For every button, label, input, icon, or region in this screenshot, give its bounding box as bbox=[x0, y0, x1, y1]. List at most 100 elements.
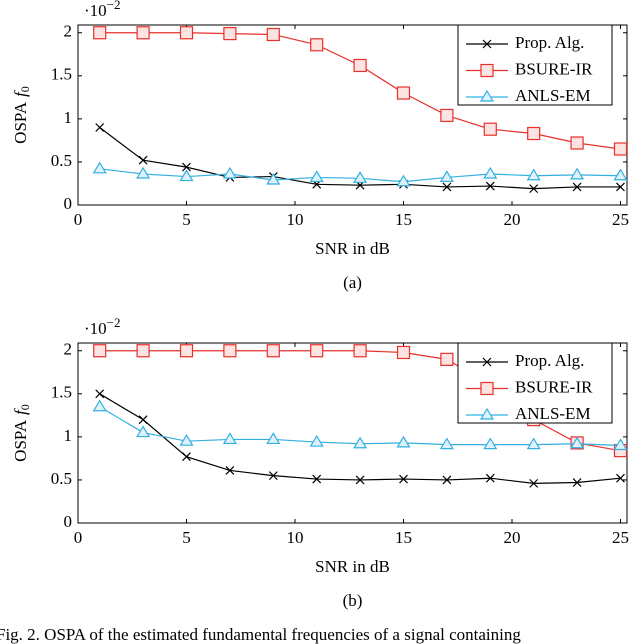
marker-x bbox=[312, 474, 322, 484]
legend-label: BSURE-IR bbox=[515, 59, 593, 78]
marker-triangle bbox=[483, 166, 498, 179]
marker-triangle bbox=[526, 168, 541, 181]
marker-x bbox=[95, 389, 105, 399]
marker-x bbox=[138, 415, 148, 425]
marker-triangle bbox=[222, 432, 237, 445]
y-tick-label: 0 bbox=[64, 512, 73, 531]
marker-group bbox=[353, 58, 367, 73]
marker-square bbox=[570, 136, 584, 150]
marker-group bbox=[439, 437, 454, 450]
legend-marker bbox=[480, 381, 494, 396]
marker-group bbox=[355, 475, 365, 485]
marker-group bbox=[442, 475, 452, 485]
marker-group bbox=[399, 474, 408, 484]
marker-group bbox=[266, 432, 281, 445]
marker-group bbox=[266, 27, 280, 42]
marker-square bbox=[310, 344, 324, 358]
marker-triangle bbox=[483, 437, 498, 450]
marker-group bbox=[310, 344, 324, 358]
marker-group bbox=[440, 108, 454, 123]
marker-x bbox=[442, 182, 452, 192]
y-tick-label: 2 bbox=[64, 340, 73, 359]
marker-group bbox=[179, 169, 194, 182]
marker-group bbox=[179, 344, 194, 358]
legend-marker bbox=[479, 407, 495, 420]
legend-label: Prop. Alg. bbox=[515, 33, 584, 52]
marker-group bbox=[95, 123, 105, 132]
y-axis-label: OSPA f0 bbox=[11, 86, 32, 144]
plot-frame bbox=[77, 342, 628, 524]
y-tick-label: 1.5 bbox=[51, 65, 72, 84]
marker-x bbox=[529, 184, 539, 194]
legend-label: BSURE-IR bbox=[515, 377, 593, 396]
marker-square bbox=[266, 27, 280, 42]
marker-x bbox=[268, 471, 278, 481]
marker-triangle bbox=[570, 436, 585, 449]
marker-group bbox=[309, 170, 324, 183]
marker-group bbox=[526, 168, 541, 181]
marker-group bbox=[182, 162, 191, 172]
marker-x bbox=[485, 181, 495, 191]
legend-label: ANLS-EM bbox=[515, 86, 591, 105]
y-scale-base: ·10 bbox=[84, 319, 107, 338]
marker-group bbox=[179, 26, 194, 40]
x-tick-label: 20 bbox=[503, 210, 520, 229]
marker-triangle bbox=[136, 166, 151, 179]
marker-group bbox=[138, 415, 148, 425]
marker-square bbox=[440, 108, 454, 123]
marker-x bbox=[399, 474, 408, 484]
y-tick-label: 0.5 bbox=[51, 469, 72, 488]
marker-group bbox=[396, 345, 411, 360]
marker-x bbox=[95, 123, 105, 132]
marker-x bbox=[572, 182, 582, 192]
y-scale-multiplier: ·10−2 bbox=[84, 315, 121, 338]
marker-triangle bbox=[353, 171, 368, 183]
marker-triangle bbox=[309, 170, 324, 183]
marker-group bbox=[95, 389, 105, 399]
y-tick-label: 1 bbox=[64, 426, 73, 445]
x-tick-label: 25 bbox=[612, 210, 629, 229]
marker-x bbox=[485, 473, 495, 483]
marker-group bbox=[92, 161, 107, 174]
marker-group bbox=[396, 86, 411, 100]
marker-square bbox=[440, 352, 454, 366]
marker-group bbox=[483, 122, 497, 136]
x-tick-label: 5 bbox=[182, 210, 191, 229]
plot-frame bbox=[77, 24, 628, 206]
marker-x bbox=[572, 478, 582, 487]
marker-x bbox=[442, 475, 452, 485]
marker-square bbox=[613, 142, 628, 156]
marker-triangle bbox=[266, 172, 281, 185]
y-scale-multiplier: ·10−2 bbox=[84, 0, 121, 20]
marker-group bbox=[266, 172, 281, 185]
marker-group bbox=[529, 478, 539, 488]
y-axis-label: OSPA f0 bbox=[11, 404, 32, 462]
y-axis-label-subscript: 0 bbox=[18, 404, 32, 410]
marker-triangle bbox=[439, 170, 454, 183]
marker-group bbox=[225, 466, 235, 475]
marker-triangle bbox=[222, 166, 237, 179]
subplot-label: (b) bbox=[343, 591, 363, 610]
y-tick-label: 0.5 bbox=[51, 151, 72, 170]
marker-triangle bbox=[396, 435, 411, 448]
marker-group bbox=[442, 182, 452, 192]
x-tick-label: 15 bbox=[395, 210, 412, 229]
y-scale-exponent: −2 bbox=[107, 0, 121, 12]
x-axis-label: SNR in dB bbox=[315, 557, 390, 576]
marker-square bbox=[93, 26, 107, 40]
x-axis-label: SNR in dB bbox=[315, 239, 390, 258]
legend-marker bbox=[482, 357, 492, 367]
marker-triangle bbox=[92, 161, 107, 174]
marker-group bbox=[527, 126, 541, 141]
y-tick-label: 1 bbox=[64, 108, 73, 127]
marker-triangle bbox=[439, 437, 454, 450]
marker-group bbox=[136, 344, 150, 358]
marker-x bbox=[616, 473, 625, 483]
marker-group bbox=[572, 182, 582, 192]
marker-x bbox=[616, 182, 625, 192]
marker-x bbox=[182, 452, 191, 462]
marker-group bbox=[93, 344, 107, 358]
x-tick-label: 10 bbox=[286, 528, 303, 547]
marker-square bbox=[93, 344, 107, 358]
